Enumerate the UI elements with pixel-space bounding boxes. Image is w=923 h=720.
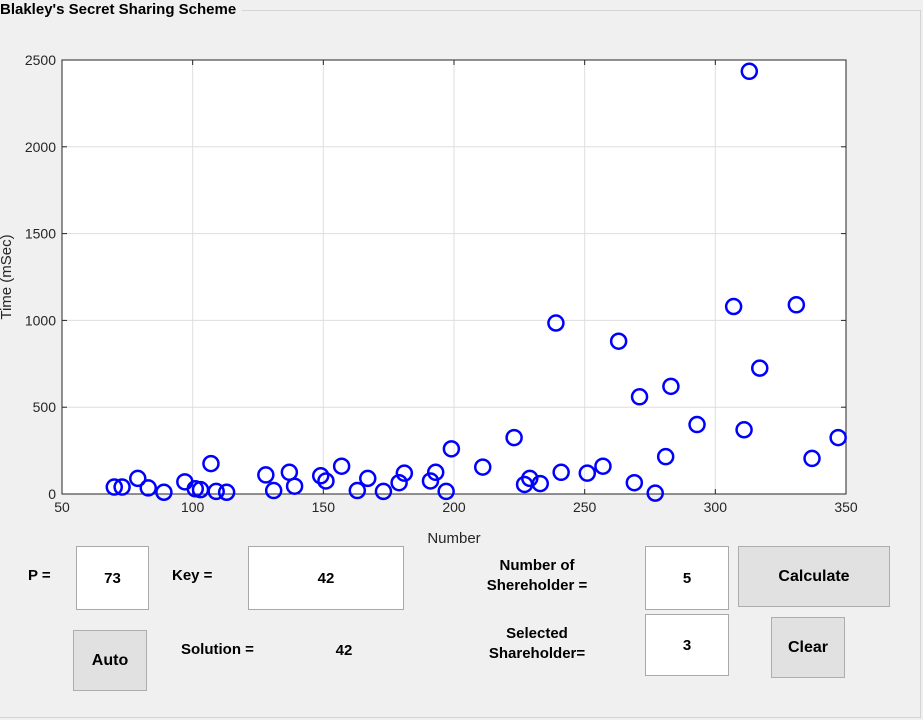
selected-shareholder-input[interactable] bbox=[645, 614, 729, 676]
data-point bbox=[129, 469, 147, 488]
data-point bbox=[630, 388, 649, 406]
data-point bbox=[317, 472, 335, 490]
x-tick-label: 100 bbox=[181, 499, 205, 515]
selected-shareholder-label-line-2: Shareholder= bbox=[488, 645, 586, 662]
data-point bbox=[207, 482, 225, 501]
y-tick-label: 1000 bbox=[25, 312, 56, 328]
panel-title: Blakley's Secret Sharing Scheme bbox=[0, 0, 243, 20]
data-point bbox=[735, 421, 753, 439]
key-label: Key = bbox=[172, 567, 213, 584]
y-tick-label: 0 bbox=[48, 486, 56, 502]
y-axis-label: Time (mSec) bbox=[0, 234, 15, 319]
data-point bbox=[609, 332, 628, 350]
data-point bbox=[311, 467, 330, 485]
data-point bbox=[139, 479, 157, 497]
data-point bbox=[105, 478, 124, 496]
data-point bbox=[442, 440, 461, 458]
solution-label: Solution = bbox=[181, 641, 254, 658]
data-point bbox=[332, 457, 351, 475]
data-point bbox=[348, 481, 367, 500]
y-tick-label: 1500 bbox=[25, 226, 56, 242]
plot-points bbox=[105, 62, 847, 502]
scatter-plot: 50 100 150 200 250 300 350 0 500 1000 1500 2000 2500… bbox=[0, 52, 858, 545]
data-point bbox=[547, 314, 565, 332]
data-point bbox=[646, 484, 664, 502]
data-point bbox=[521, 469, 539, 488]
data-point bbox=[437, 482, 455, 501]
p-input[interactable] bbox=[76, 546, 149, 610]
data-point bbox=[578, 464, 597, 482]
selected-shareholder-label-line-1: Selected bbox=[506, 625, 568, 642]
data-point bbox=[155, 483, 173, 502]
data-point bbox=[285, 477, 304, 495]
y-tick-label: 2000 bbox=[25, 139, 56, 155]
data-point bbox=[829, 428, 847, 447]
key-input[interactable] bbox=[248, 546, 404, 610]
data-point bbox=[787, 296, 806, 314]
clear-button[interactable]: Clear bbox=[771, 617, 845, 678]
data-point bbox=[740, 62, 759, 81]
data-point bbox=[751, 359, 769, 377]
auto-button[interactable]: Auto bbox=[73, 630, 147, 691]
data-point bbox=[662, 377, 680, 396]
data-point bbox=[594, 457, 612, 475]
number-of-shareholder-input[interactable] bbox=[645, 546, 729, 610]
data-point bbox=[803, 449, 821, 468]
data-point bbox=[505, 428, 523, 447]
plot-ticks: 50 100 150 200 250 300 350 0 500 1000 1500 2000 2500 bbox=[25, 52, 858, 515]
x-tick-label: 350 bbox=[834, 499, 858, 515]
x-tick-label: 50 bbox=[54, 499, 70, 515]
selected-shareholder-label: Selected Shareholder= bbox=[462, 624, 612, 664]
data-point bbox=[531, 474, 549, 493]
y-tick-label: 500 bbox=[33, 399, 57, 415]
data-point bbox=[724, 297, 743, 316]
x-tick-label: 200 bbox=[442, 499, 466, 515]
data-point bbox=[395, 464, 414, 482]
y-tick-label: 2500 bbox=[25, 52, 56, 68]
panel-border bbox=[0, 10, 921, 718]
x-axis-label: Number bbox=[427, 530, 480, 545]
x-tick-label: 300 bbox=[704, 499, 728, 515]
data-point bbox=[202, 454, 220, 473]
data-point bbox=[359, 469, 377, 488]
data-point bbox=[257, 466, 275, 484]
plot-grid bbox=[61, 59, 847, 495]
x-tick-label: 150 bbox=[312, 499, 336, 515]
data-point bbox=[656, 447, 675, 466]
data-point bbox=[390, 473, 408, 492]
data-point bbox=[426, 463, 445, 482]
data-point bbox=[374, 482, 393, 501]
x-tick-label: 250 bbox=[573, 499, 597, 515]
number-of-shareholder-label: Number of Shereholder = bbox=[462, 556, 612, 596]
solution-value: 42 bbox=[335, 642, 353, 659]
data-point bbox=[113, 478, 131, 496]
data-point bbox=[217, 483, 236, 502]
number-of-shareholder-label-line-2: Shereholder = bbox=[486, 577, 588, 594]
p-label: P = bbox=[28, 567, 51, 584]
data-point bbox=[473, 458, 492, 476]
data-point bbox=[264, 481, 283, 500]
data-point bbox=[552, 463, 570, 482]
number-of-shareholder-label-line-1: Number of bbox=[499, 557, 575, 574]
data-point bbox=[421, 472, 440, 490]
data-point bbox=[688, 415, 706, 434]
calculate-button[interactable]: Calculate bbox=[738, 546, 890, 607]
data-point bbox=[625, 473, 644, 492]
